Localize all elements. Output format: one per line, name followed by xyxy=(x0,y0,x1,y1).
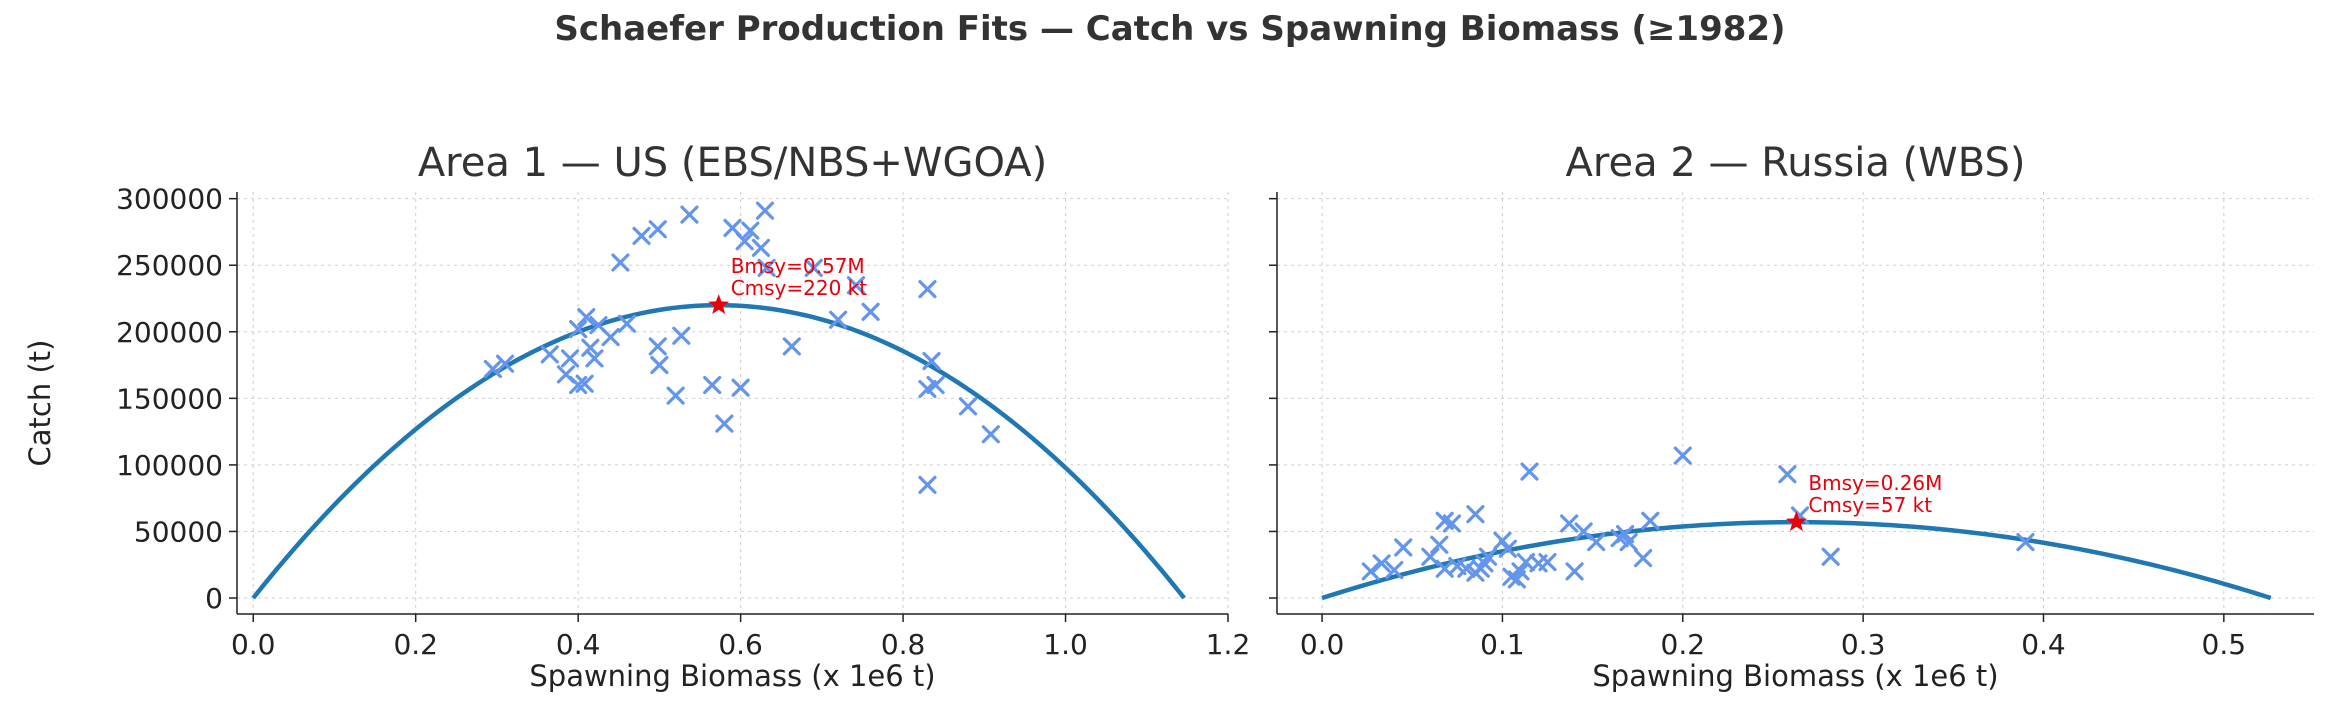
msy-annotation-cmsy: Cmsy=57 kt xyxy=(1808,493,1932,517)
data-point xyxy=(757,258,776,277)
data-point xyxy=(1493,531,1512,550)
x-tick-label: 0.0 xyxy=(1300,628,1345,661)
x-tick-label: 0.4 xyxy=(2021,628,2066,661)
data-point xyxy=(1587,533,1606,552)
data-point xyxy=(782,337,801,356)
data-point xyxy=(755,201,775,220)
data-point xyxy=(1821,547,1840,566)
data-point xyxy=(1394,538,1413,557)
data-point xyxy=(922,351,941,371)
panel-area-1: Area 1 — US (EBS/NBS+WGOA) 0.0 0.2 0.4 0.6 0.… xyxy=(23,140,1250,693)
data-point xyxy=(601,328,620,347)
x-tick-label: 1.0 xyxy=(1043,628,1088,661)
data-point xyxy=(540,345,559,364)
data-point xyxy=(585,349,604,368)
x-tick-label: 0.1 xyxy=(1480,628,1525,661)
y-tick-label: 0 xyxy=(205,582,223,615)
y-tick-label: 200000 xyxy=(116,316,223,349)
data-point xyxy=(1442,514,1462,533)
msy-star xyxy=(708,294,730,315)
data-point xyxy=(918,280,937,299)
data-point xyxy=(650,355,669,375)
y-tick-label: 300000 xyxy=(116,183,223,216)
figure-suptitle: Schaefer Production Fits — Catch vs Spaw… xyxy=(554,9,1785,49)
data-point xyxy=(495,354,515,373)
data-point xyxy=(846,276,866,295)
schaefer-curve xyxy=(251,302,1186,600)
data-point xyxy=(1778,465,1797,484)
data-point xyxy=(617,314,637,333)
x-tick-label: 0.2 xyxy=(1661,628,1706,661)
data-point xyxy=(1520,462,1539,481)
data-point xyxy=(735,232,754,251)
x-tick-label: 0.5 xyxy=(2202,628,2247,661)
panel-title: Area 2 — Russia (WBS) xyxy=(1566,140,2026,186)
data-point xyxy=(1538,552,1557,572)
x-tick-label: 0.4 xyxy=(556,628,601,661)
data-point xyxy=(958,397,978,416)
data-point xyxy=(575,374,594,393)
data-point xyxy=(918,475,937,494)
data-point xyxy=(1361,562,1380,581)
data-point xyxy=(1457,559,1476,578)
y-axis-label: Catch (t) xyxy=(23,340,57,467)
data-point xyxy=(1565,562,1584,581)
x-tick-label: 0.2 xyxy=(393,628,438,661)
data-point xyxy=(1466,505,1485,524)
y-tick-label: 100000 xyxy=(116,449,223,482)
data-point xyxy=(680,205,699,224)
msy-annotation-cmsy: Cmsy=220 kt xyxy=(731,276,868,300)
data-point xyxy=(1511,562,1530,581)
data-point xyxy=(648,337,667,356)
data-point xyxy=(804,258,823,277)
x-axis-label: Spawning Biomass (x 1e6 t) xyxy=(1592,659,1998,693)
data-point xyxy=(577,308,596,327)
msy-star xyxy=(1785,511,1807,532)
y-tick-label: 150000 xyxy=(116,382,223,415)
data-point xyxy=(861,302,880,321)
x-tick-label: 0.3 xyxy=(1841,628,1886,661)
data-point xyxy=(632,226,651,246)
data-point xyxy=(703,375,722,395)
data-point xyxy=(1478,547,1498,566)
data-point xyxy=(2016,533,2035,552)
data-point xyxy=(715,414,734,433)
msy-annotation-bmsy: Bmsy=0.26M xyxy=(1808,471,1942,495)
x-tick-label: 0.0 xyxy=(231,628,276,661)
data-point xyxy=(1430,535,1449,554)
data-point xyxy=(611,253,630,272)
panel-title: Area 1 — US (EBS/NBS+WGOA) xyxy=(418,140,1047,186)
msy-annotation-bmsy: Bmsy=0.57M xyxy=(731,254,865,278)
data-point xyxy=(1673,446,1692,465)
x-tick-label: 0.6 xyxy=(718,628,763,661)
data-point xyxy=(741,221,760,240)
data-point xyxy=(1634,548,1653,568)
data-point xyxy=(648,220,667,239)
data-point xyxy=(560,349,580,368)
x-axis-label: Spawning Biomass (x 1e6 t) xyxy=(529,659,935,693)
data-point xyxy=(483,359,502,379)
data-point xyxy=(1385,560,1404,580)
data-point xyxy=(828,310,848,329)
data-point xyxy=(1560,514,1579,533)
data-point xyxy=(1421,547,1440,566)
panel-area-2: Area 2 — Russia (WBS) 0.0 0.1 0.2 0.3 0.4 0.5 S… xyxy=(1269,140,2314,693)
data-point xyxy=(666,386,685,405)
data-point xyxy=(1641,511,1660,530)
x-tick-label: 0.8 xyxy=(881,628,926,661)
x-tick-label: 1.2 xyxy=(1206,628,1251,661)
data-point xyxy=(1498,539,1517,558)
data-point xyxy=(751,238,771,258)
data-point xyxy=(731,378,750,397)
data-point xyxy=(1372,554,1391,573)
data-point xyxy=(672,326,691,345)
y-tick-label: 250000 xyxy=(116,249,223,282)
data-point xyxy=(1619,533,1638,552)
data-point xyxy=(926,375,945,395)
data-point xyxy=(569,320,588,339)
y-tick-label: 50000 xyxy=(134,515,223,548)
data-point xyxy=(581,338,600,357)
data-point xyxy=(981,425,1000,444)
